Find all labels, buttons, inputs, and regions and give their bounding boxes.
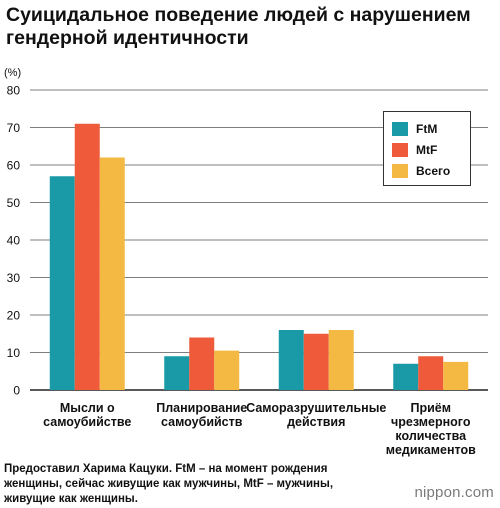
y-tick-label-20: 20 — [7, 309, 21, 323]
legend-label-ftm: FtM — [416, 122, 438, 136]
bar-ftm-0 — [49, 176, 75, 390]
legend: FtM MtF Всего — [383, 111, 471, 186]
chart-title: Суицидальное поведение людей с нарушение… — [6, 4, 471, 49]
legend-item-total: Всего — [392, 163, 450, 179]
y-tick-label-60: 60 — [7, 159, 21, 173]
legend-item-mtf: MtF — [392, 142, 437, 158]
bar-всего-2 — [328, 330, 354, 390]
bar-mtf-0 — [74, 123, 100, 390]
source-note: Предоставил Харима Кацуки. FtM – на моме… — [4, 463, 334, 505]
bar-ftm-1 — [164, 356, 190, 390]
legend-swatch-ftm — [392, 122, 408, 136]
legend-item-ftm: FtM — [392, 121, 437, 137]
y-tick-label-0: 0 — [13, 384, 20, 398]
y-tick-label-80: 80 — [7, 84, 21, 98]
x-category-label-2: Саморазрушительные действия — [246, 401, 386, 429]
bar-всего-3 — [443, 361, 469, 390]
y-tick-label-10: 10 — [7, 346, 21, 360]
y-tick-label-30: 30 — [7, 271, 21, 285]
y-tick-label-70: 70 — [7, 121, 21, 135]
nippon-logo: nippon.com — [414, 484, 494, 501]
bar-mtf-2 — [303, 333, 329, 390]
y-tick-label-40: 40 — [7, 234, 21, 248]
bar-всего-0 — [99, 157, 125, 390]
bar-всего-1 — [214, 350, 240, 390]
y-tick-label-50: 50 — [7, 196, 21, 210]
legend-swatch-mtf — [392, 143, 408, 157]
y-axis-unit-label: (%) — [4, 67, 21, 79]
bar-mtf-3 — [418, 356, 444, 390]
x-category-label-1: Планирование самоубийств — [156, 401, 247, 429]
bar-ftm-3 — [393, 363, 419, 390]
legend-label-total: Всего — [416, 164, 451, 178]
bar-mtf-1 — [189, 337, 215, 390]
x-category-label-3: Приём чрезмерного количества медикаментов — [386, 401, 476, 457]
x-category-label-0: Мысли о самоубийстве — [43, 401, 131, 429]
legend-swatch-total — [392, 164, 408, 178]
legend-label-mtf: MtF — [416, 143, 438, 157]
bar-ftm-2 — [278, 330, 304, 390]
